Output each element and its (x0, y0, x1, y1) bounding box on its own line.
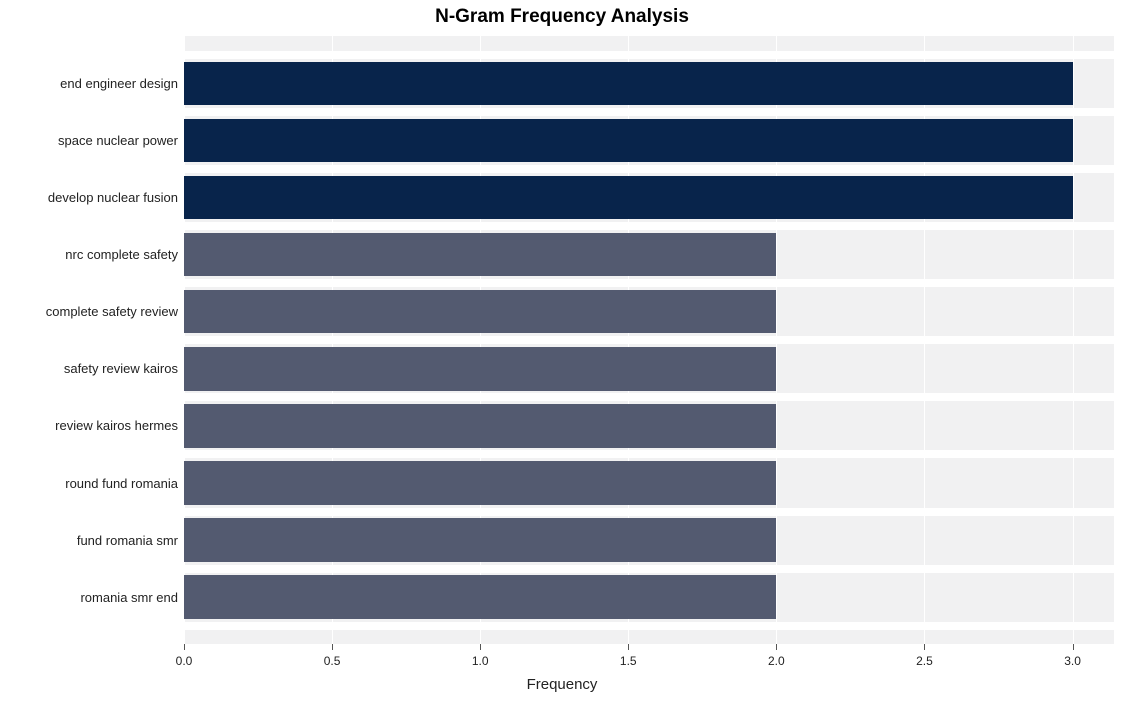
bar (184, 575, 776, 618)
bar (184, 347, 776, 390)
x-tick-mark (480, 644, 481, 650)
x-tick-mark (184, 644, 185, 650)
y-tick-label: romania smr end (0, 590, 178, 605)
y-tick-label: safety review kairos (0, 361, 178, 376)
x-tick-label: 1.5 (620, 654, 637, 668)
y-tick-label: complete safety review (0, 304, 178, 319)
row-separator (184, 508, 1114, 516)
y-tick-label: review kairos hermes (0, 418, 178, 433)
y-tick-label: round fund romania (0, 476, 178, 491)
x-tick-label: 0.0 (176, 654, 193, 668)
row-separator (184, 622, 1114, 630)
y-tick-label: develop nuclear fusion (0, 190, 178, 205)
bar (184, 518, 776, 561)
row-separator (184, 222, 1114, 230)
x-tick-mark (776, 644, 777, 650)
x-tick-label: 2.5 (916, 654, 933, 668)
x-tick-mark (628, 644, 629, 650)
x-tick-label: 2.0 (768, 654, 785, 668)
x-tick-label: 3.0 (1064, 654, 1081, 668)
x-tick-mark (332, 644, 333, 650)
ngram-frequency-chart: N-Gram Frequency Analysis Frequency end … (0, 0, 1124, 701)
bar (184, 119, 1073, 162)
y-tick-label: fund romania smr (0, 533, 178, 548)
plot-area (184, 36, 1114, 644)
row-separator (184, 108, 1114, 116)
row-separator (184, 393, 1114, 401)
bar (184, 290, 776, 333)
row-separator (184, 51, 1114, 59)
x-tick-mark (1073, 644, 1074, 650)
row-separator (184, 336, 1114, 344)
row-separator (184, 450, 1114, 458)
bar (184, 404, 776, 447)
bar (184, 176, 1073, 219)
bar (184, 461, 776, 504)
chart-title: N-Gram Frequency Analysis (0, 6, 1124, 28)
gridline (1073, 36, 1074, 644)
x-tick-mark (924, 644, 925, 650)
row-separator (184, 279, 1114, 287)
y-tick-label: nrc complete safety (0, 247, 178, 262)
row-separator (184, 165, 1114, 173)
x-tick-label: 1.0 (472, 654, 489, 668)
x-tick-label: 0.5 (324, 654, 341, 668)
y-tick-label: space nuclear power (0, 133, 178, 148)
bar (184, 233, 776, 276)
y-tick-label: end engineer design (0, 76, 178, 91)
x-axis-label: Frequency (0, 676, 1124, 693)
row-separator (184, 565, 1114, 573)
bar (184, 62, 1073, 105)
